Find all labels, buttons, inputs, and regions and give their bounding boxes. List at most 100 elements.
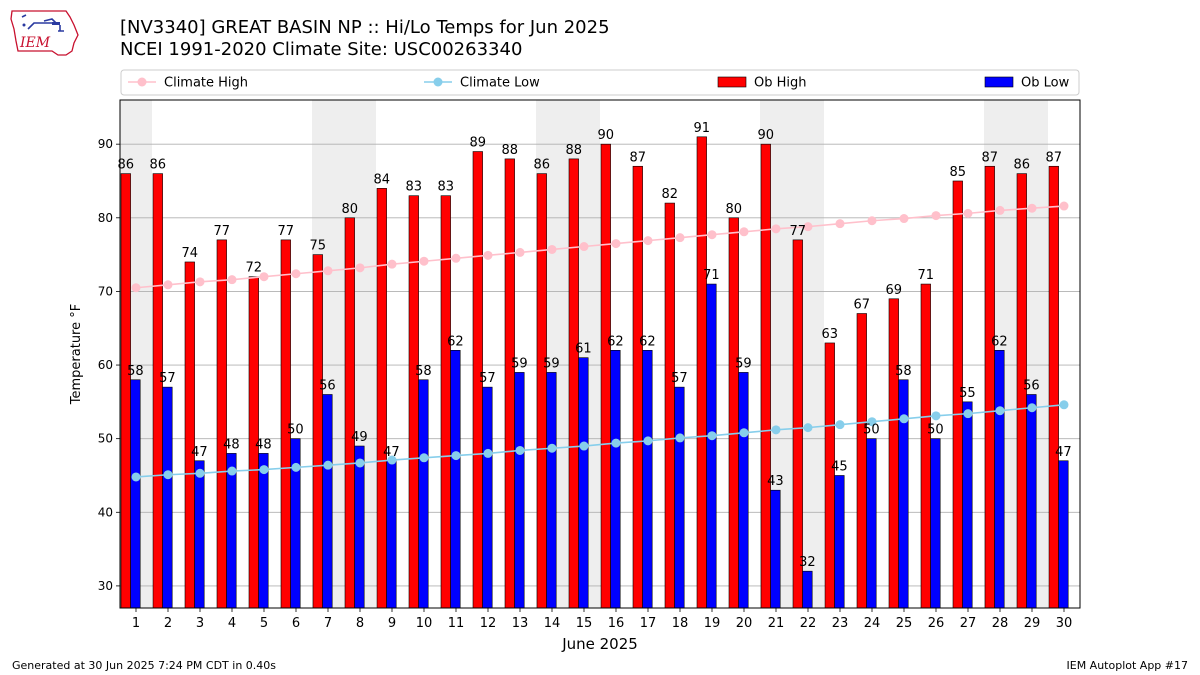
climate-high-point [547, 244, 557, 254]
ob-low-value-label: 62 [991, 334, 1008, 349]
x-tick-label: 24 [864, 616, 881, 631]
x-tick-label: 16 [608, 616, 625, 631]
legend-label: Ob High [754, 76, 807, 91]
ob-low-bar [834, 475, 845, 609]
ob-low-bar [226, 453, 237, 609]
ob-low-bar [546, 372, 557, 609]
ob-high-value-label: 74 [182, 246, 199, 261]
climate-low-point [323, 460, 333, 470]
ob-low-bar [1058, 460, 1069, 609]
climate-low-line [135, 404, 1065, 478]
climate-high-point [803, 222, 813, 232]
ob-high-value-label: 88 [502, 143, 519, 158]
climate-high-point [387, 259, 397, 269]
ob-high-value-label: 69 [886, 283, 903, 298]
ob-low-value-label: 57 [479, 371, 496, 386]
climate-high-point [131, 283, 141, 293]
ob-high-value-label: 80 [342, 202, 359, 217]
x-tick-label: 4 [228, 616, 236, 631]
iem-logo: IEM [10, 10, 79, 56]
ob-low-bar [354, 445, 365, 609]
ob-low-value-label: 71 [703, 268, 720, 283]
climate-low-point [483, 448, 493, 458]
x-tick-label: 11 [448, 616, 465, 631]
ob-low-bar [610, 350, 621, 609]
ob-high-value-label: 87 [630, 150, 647, 165]
legend-marker [433, 77, 443, 87]
x-tick-label: 13 [512, 616, 529, 631]
x-tick-label: 14 [544, 616, 561, 631]
ob-low-value-label: 59 [511, 356, 528, 371]
ob-high-bar [632, 165, 643, 609]
climate-high-point [419, 256, 429, 266]
climate-low-point [451, 451, 461, 461]
ob-low-bar [770, 489, 781, 609]
ob-low-value-label: 58 [415, 364, 432, 379]
ob-high-value-label: 77 [278, 224, 295, 239]
climate-high-point [323, 266, 333, 276]
ob-low-value-label: 47 [191, 445, 208, 460]
ob-high-bar [504, 158, 515, 609]
ob-high-value-label: 86 [534, 158, 551, 173]
x-tick-label: 9 [388, 616, 396, 631]
climate-high-line [135, 205, 1065, 289]
ob-high-value-label: 86 [1014, 158, 1031, 173]
y-axis-label: Temperature °F [69, 304, 84, 405]
ob-low-value-label: 55 [959, 386, 976, 401]
ob-low-value-label: 48 [223, 437, 240, 452]
climate-high-point [291, 269, 301, 279]
ob-low-bar [898, 379, 909, 609]
climate-high-point [195, 277, 205, 287]
ob-high-value-label: 90 [758, 128, 775, 143]
climate-high-point [1059, 201, 1069, 211]
climate-high-point [931, 211, 941, 221]
ob-high-bar [696, 136, 707, 609]
x-tick-label: 27 [960, 616, 977, 631]
chart-title: [NV3340] GREAT BASIN NP :: Hi/Lo Temps f… [120, 17, 610, 38]
ob-low-bar [450, 350, 461, 609]
x-tick-label: 28 [992, 616, 1009, 631]
x-tick-label: 12 [480, 616, 497, 631]
ob-high-value-label: 84 [374, 172, 391, 187]
y-tick-label: 50 [98, 432, 113, 446]
chart-subtitle: NCEI 1991-2020 Climate Site: USC00263340 [120, 39, 523, 60]
climate-low-point [515, 445, 525, 455]
ob-low-value-label: 50 [863, 423, 880, 438]
x-tick-label: 29 [1024, 616, 1041, 631]
climate-low-point [707, 431, 717, 441]
x-tick-label: 22 [800, 616, 817, 631]
legend-bar-swatch [984, 76, 1014, 88]
x-tick-label: 7 [324, 616, 332, 631]
ob-high-value-label: 86 [118, 158, 135, 173]
ob-high-value-label: 89 [470, 136, 487, 151]
x-tick-label: 19 [704, 616, 721, 631]
y-tick-label: 60 [98, 358, 113, 372]
climate-low-point [995, 406, 1005, 416]
ob-low-bar [674, 386, 685, 609]
x-tick-label: 18 [672, 616, 689, 631]
ob-high-bar [312, 254, 323, 609]
ob-low-value-label: 57 [671, 371, 688, 386]
ob-high-bar [888, 298, 899, 609]
climate-low-point [739, 428, 749, 438]
ob-low-value-label: 47 [1055, 445, 1072, 460]
climate-high-point [611, 239, 621, 249]
x-tick-label: 23 [832, 616, 849, 631]
ob-low-bar [1026, 394, 1037, 609]
ob-high-value-label: 82 [662, 187, 679, 202]
climate-low-point [259, 465, 269, 475]
ob-high-value-label: 87 [1046, 150, 1063, 165]
ob-high-bar [120, 173, 131, 609]
ob-high-bar [1048, 165, 1059, 609]
x-tick-label: 21 [768, 616, 785, 631]
x-tick-label: 10 [416, 616, 433, 631]
ob-low-value-label: 49 [351, 430, 368, 445]
climate-low-point [547, 443, 557, 453]
ob-high-value-label: 88 [566, 143, 583, 158]
climate-low-point [131, 472, 141, 482]
ob-low-bar [578, 357, 589, 609]
ob-high-value-label: 72 [246, 261, 263, 276]
generated-note: Generated at 30 Jun 2025 7:24 PM CDT in … [12, 659, 277, 672]
climate-high-point [579, 242, 589, 252]
climate-low-point [1059, 400, 1069, 410]
